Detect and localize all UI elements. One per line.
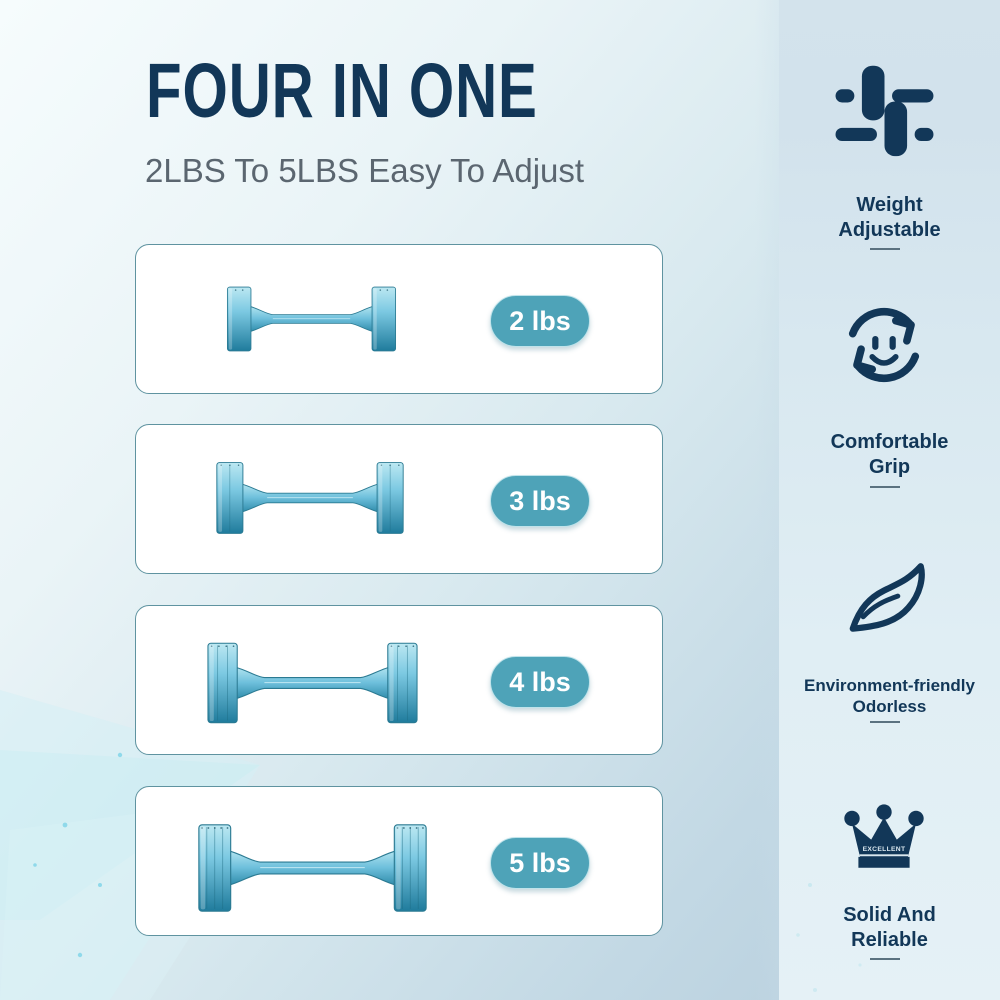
svg-text:EXCELLENT: EXCELLENT	[863, 846, 906, 853]
